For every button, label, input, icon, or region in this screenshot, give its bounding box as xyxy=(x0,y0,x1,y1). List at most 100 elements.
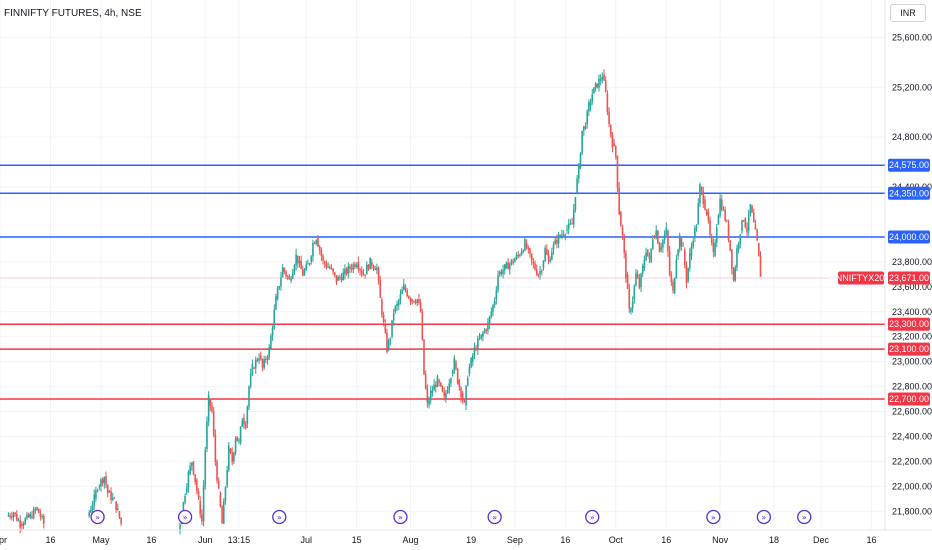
candle-body xyxy=(374,268,376,271)
candle-body xyxy=(290,278,292,281)
candle-body xyxy=(98,486,101,488)
candle-body xyxy=(318,246,321,251)
candle-body xyxy=(524,239,526,251)
candle-body xyxy=(556,239,558,244)
candle-body xyxy=(549,259,551,262)
price-tick-label: 24,800.00 xyxy=(892,132,932,142)
candle-body xyxy=(408,296,410,299)
candle-body xyxy=(270,335,272,350)
event-marker-icon[interactable]: » xyxy=(756,509,772,525)
price-tick-label: 23,600.00 xyxy=(892,282,932,292)
event-marker-icon[interactable]: » xyxy=(797,509,812,525)
candle-body xyxy=(551,251,553,260)
candle-body xyxy=(699,184,701,204)
event-marker-icon[interactable]: » xyxy=(706,509,721,525)
candle-body xyxy=(256,359,259,361)
candle-body xyxy=(635,272,637,286)
candle-body xyxy=(569,223,572,225)
candle-body xyxy=(446,390,449,394)
candle-body xyxy=(389,338,392,341)
price-axis[interactable]: 25,600.0025,200.0024,800.0024,400.0023,8… xyxy=(888,32,932,516)
candle-body xyxy=(362,273,365,276)
candle-body xyxy=(258,358,260,361)
candle-body xyxy=(32,509,35,519)
candle-body xyxy=(729,239,732,251)
candle-body xyxy=(542,260,545,269)
time-tick-label: 16 xyxy=(560,535,570,545)
candle-body xyxy=(690,246,693,256)
candle-body xyxy=(638,278,641,288)
level-tag xyxy=(888,317,930,331)
candle-body xyxy=(325,263,328,268)
candle-body xyxy=(283,268,286,272)
candle-body xyxy=(475,349,477,351)
event-marker-icon[interactable]: » xyxy=(177,509,193,525)
candle-body xyxy=(505,262,508,269)
candle-body xyxy=(328,266,331,269)
candle-body xyxy=(212,411,215,435)
event-marker-icon[interactable]: » xyxy=(585,509,600,525)
time-axis[interactable]: Apr 16 May 16 Jun 13:15 Jul 15 Aug 19 Sep 16 Oct 16 No… xyxy=(0,535,877,545)
candle-body xyxy=(418,299,420,303)
candle-body xyxy=(660,247,663,250)
level-tag xyxy=(888,186,930,200)
candle-body xyxy=(510,259,513,264)
candle-body xyxy=(360,270,363,274)
candle-body xyxy=(749,204,752,214)
svg-text:»: » xyxy=(761,513,766,522)
candle-body xyxy=(618,187,620,215)
candle-body xyxy=(507,262,509,270)
candle-body xyxy=(16,513,18,521)
candle-body xyxy=(118,511,121,518)
candle-body xyxy=(707,212,710,221)
candle-body xyxy=(379,279,382,298)
candle-body xyxy=(633,285,636,300)
candle-body xyxy=(286,276,289,278)
candle-body xyxy=(103,476,106,484)
time-tick-label: Nov xyxy=(712,535,729,545)
candle-body xyxy=(228,445,230,470)
event-marker-icon[interactable]: » xyxy=(272,509,287,525)
svg-text:»: » xyxy=(398,513,403,522)
candle-body xyxy=(261,359,264,368)
time-tick-label: 15 xyxy=(352,535,362,545)
candle-body xyxy=(460,387,462,398)
candle-body xyxy=(187,471,190,488)
candle-body xyxy=(704,199,706,210)
event-marker-icon[interactable]: » xyxy=(487,509,502,525)
candle-body xyxy=(280,277,282,286)
candle-body xyxy=(231,452,233,463)
time-tick-label: Dec xyxy=(813,535,830,545)
candle-body xyxy=(312,242,314,257)
candle-body xyxy=(471,355,474,362)
candle-body xyxy=(401,289,403,294)
candle-body xyxy=(391,320,393,337)
candle-body xyxy=(576,178,578,194)
candle-body xyxy=(19,520,21,528)
candle-body xyxy=(645,252,647,260)
candle-body xyxy=(194,474,196,482)
candle-body xyxy=(756,229,758,241)
candle-body xyxy=(302,269,304,277)
candle-body xyxy=(675,259,678,279)
currency-label[interactable]: INR xyxy=(890,4,926,22)
candle-body xyxy=(236,436,239,442)
candle-body xyxy=(95,490,97,499)
time-tick-label: Apr xyxy=(0,535,7,545)
candle-body xyxy=(226,469,228,487)
candle-body xyxy=(626,274,629,289)
candle-body xyxy=(199,501,202,515)
candle-body xyxy=(628,288,631,309)
candle-body xyxy=(621,226,624,236)
candle-body xyxy=(451,371,454,375)
event-marker-icon[interactable]: » xyxy=(393,509,408,525)
candle-body xyxy=(726,220,728,222)
svg-text:»: » xyxy=(492,513,497,522)
candle-body xyxy=(100,479,102,487)
candle-body xyxy=(285,271,287,277)
candle-body xyxy=(381,299,383,315)
candle-body xyxy=(221,506,223,524)
event-marker-icon[interactable]: » xyxy=(90,509,105,525)
last-price-tag-label: 23,671.00 xyxy=(889,273,929,283)
